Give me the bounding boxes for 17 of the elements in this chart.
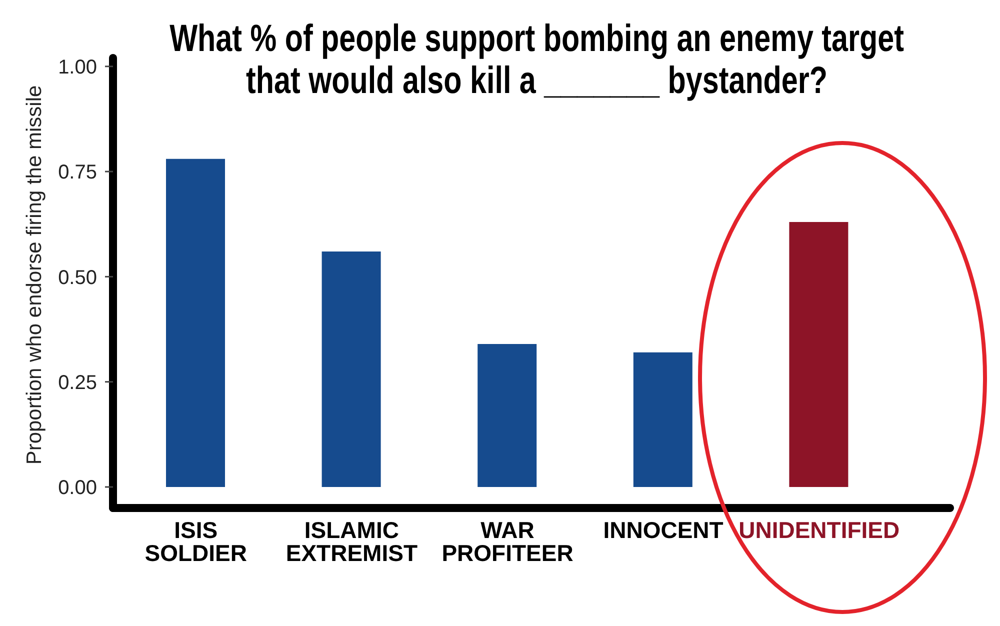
y-tick-label: 1.00 [58,56,97,79]
x-tick-label: ISIS SOLDIER [144,517,248,566]
y-tick-label: 0.25 [58,372,97,394]
y-tick-label: 0.00 [58,477,97,500]
bar [478,344,537,487]
y-tick-label: 0.75 [58,162,97,184]
x-tick-label: INNOCENT [603,517,724,543]
x-tick-label: ISLAMIC EXTREMIST [286,517,418,566]
bar [789,222,848,487]
bar [322,251,381,487]
bar [633,352,692,487]
x-tick-label: UNIDENTIFIED [738,517,900,543]
chart-title: What % of people support bombing an enemy target that would also kill a _______ bystander? [170,18,904,102]
bar [166,158,225,487]
y-tick-label: 0.50 [58,266,97,289]
x-tick-label: WAR PROFITEER [442,517,574,566]
y-axis-title: Proportion who endorse firing the missile [23,85,47,465]
